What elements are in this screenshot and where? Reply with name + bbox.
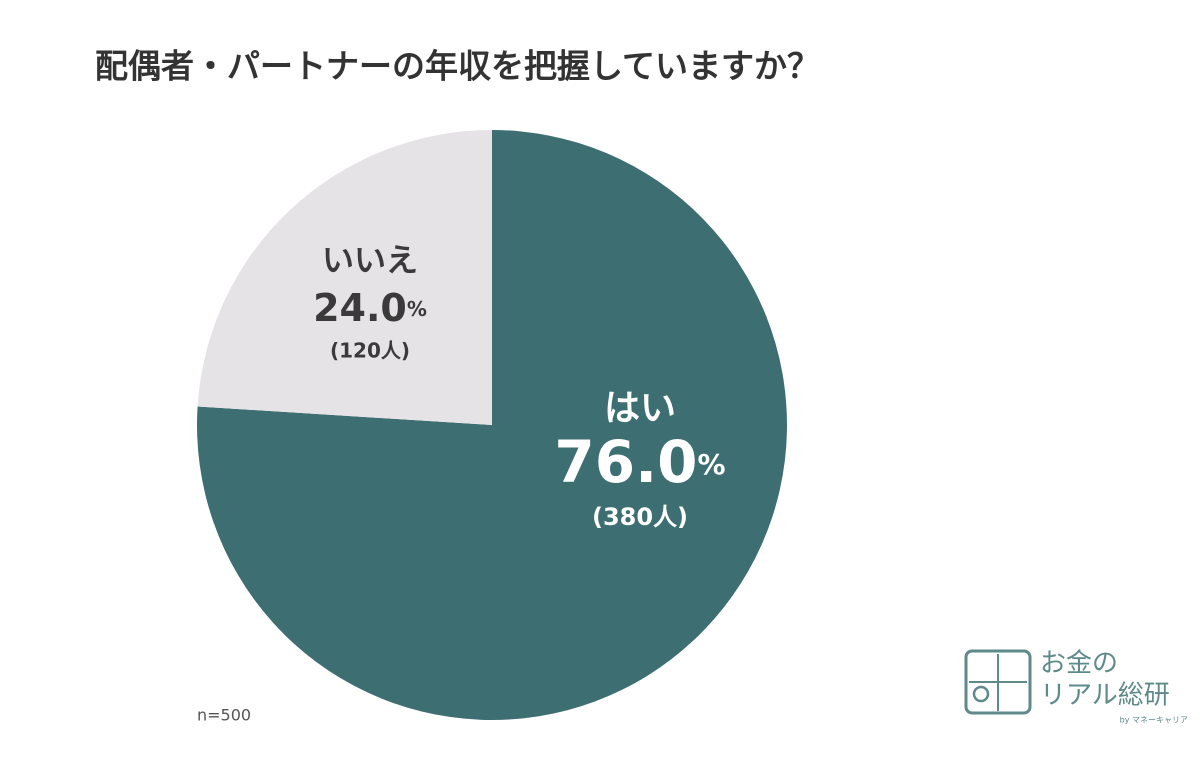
slice-value-label: 24.0% (313, 286, 427, 330)
logo: お金の リアル総研 by マネーキャリア (964, 649, 1188, 725)
logo-text: リアル総研 (1040, 681, 1170, 711)
logo-icon (964, 649, 1032, 715)
pie-slice (197, 130, 493, 425)
slice-count-label: (120人) (330, 339, 410, 363)
slice-category: はい (604, 388, 676, 429)
logo-text: お金の (1040, 649, 1118, 679)
logo-icon (972, 685, 990, 703)
slice-value-label: 76.0% (554, 428, 725, 496)
chart-title: 配偶者・パートナーの年収を把握していますか？ (95, 47, 820, 86)
logo-byline: by マネーキャリア (1120, 716, 1188, 725)
slice-category: いいえ (322, 241, 418, 279)
slice-count-label: (380人) (592, 503, 688, 531)
sample-note: n=500 (197, 706, 251, 725)
